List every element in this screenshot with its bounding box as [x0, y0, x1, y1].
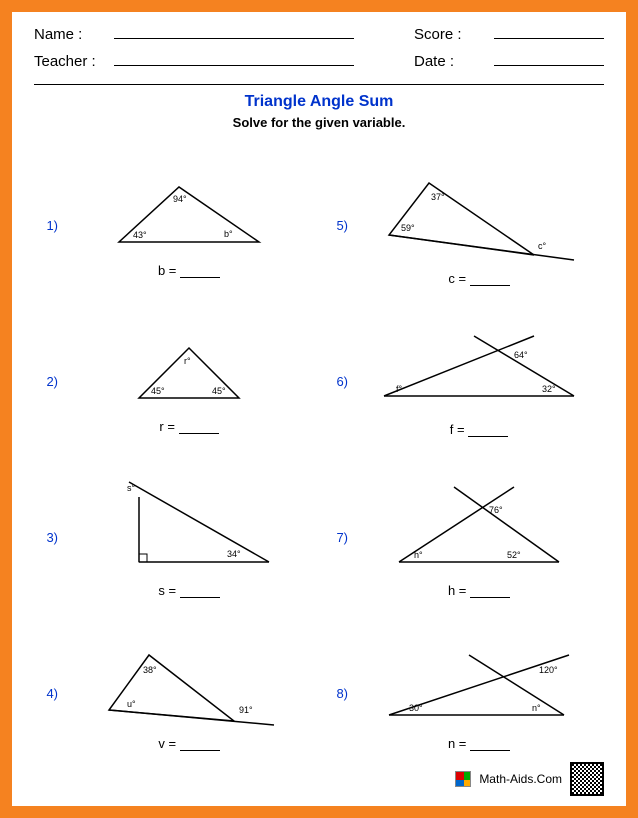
problem-number: 7) — [324, 530, 354, 545]
svg-text:45°: 45° — [212, 386, 226, 396]
answer-line: n = — [448, 736, 510, 751]
svg-text:37°: 37° — [431, 192, 445, 202]
qr-code — [570, 762, 604, 796]
footer: Math-Aids.Com — [455, 762, 604, 796]
teacher-blank[interactable] — [114, 65, 354, 66]
divider — [34, 84, 604, 85]
problem-number: 5) — [324, 218, 354, 233]
svg-text:32°: 32° — [542, 384, 556, 394]
problem-number: 4) — [34, 686, 64, 701]
svg-text:64°: 64° — [514, 350, 528, 360]
svg-text:h°: h° — [414, 550, 423, 560]
svg-text:34°: 34° — [227, 549, 241, 559]
svg-text:c°: c° — [538, 241, 547, 251]
problem-cell: 6) 64° f° 32° f = — [324, 306, 604, 456]
svg-text:r°: r° — [184, 356, 191, 366]
svg-text:n°: n° — [532, 703, 541, 713]
problem-figure: 45° r° 45° r = — [64, 328, 314, 434]
answer-blank[interactable] — [180, 750, 220, 751]
answer-line: h = — [448, 583, 510, 598]
svg-text:59°: 59° — [401, 223, 415, 233]
answer-line: b = — [158, 263, 220, 278]
problem-figure: 64° f° 32° f = — [354, 326, 604, 437]
answer-line: c = — [448, 271, 509, 286]
answer-blank[interactable] — [179, 433, 219, 434]
problem-cell: 5) 37° 59° c° c = — [324, 150, 604, 300]
problem-figure: 43° 94° b° b = — [64, 172, 314, 278]
problem-number: 6) — [324, 374, 354, 389]
svg-text:52°: 52° — [507, 550, 521, 560]
svg-text:s°: s° — [127, 483, 136, 493]
svg-text:43°: 43° — [133, 230, 147, 240]
problem-figure: 120° 30° n° n = — [354, 635, 604, 751]
problem-number: 1) — [34, 218, 64, 233]
problem-figure: 38° u° 91° v = — [64, 635, 314, 751]
problem-figure: 76° h° 52° h = — [354, 477, 604, 598]
answer-line: s = — [158, 583, 219, 598]
problem-cell: 8) 120° 30° n° n = — [324, 618, 604, 768]
svg-text:94°: 94° — [173, 194, 187, 204]
problem-figure: s° 34° s = — [64, 477, 314, 598]
problem-cell: 2) 45° r° 45° r = — [34, 306, 314, 456]
problem-cell: 7) 76° h° 52° h = — [324, 462, 604, 612]
problem-number: 8) — [324, 686, 354, 701]
header-row-2: Teacher : Date : — [34, 53, 604, 70]
problem-cell: 4) 38° u° 91° v = — [34, 618, 314, 768]
date-blank[interactable] — [494, 65, 604, 66]
answer-line: v = — [158, 736, 219, 751]
svg-text:38°: 38° — [143, 665, 157, 675]
problem-cell: 1) 43° 94° b° b = — [34, 150, 314, 300]
svg-text:76°: 76° — [489, 505, 503, 515]
score-blank[interactable] — [494, 38, 604, 39]
logo-icon — [455, 771, 471, 787]
date-label: Date : — [414, 53, 494, 70]
header-row-1: Name : Score : — [34, 26, 604, 43]
name-blank[interactable] — [114, 38, 354, 39]
problem-grid: 1) 43° 94° b° b = 5) 37° 59° c° c = 2) 45° r° 45° r … — [34, 150, 604, 768]
worksheet-page: Name : Score : Teacher : Date : Triangle… — [0, 0, 638, 818]
answer-line: f = — [450, 422, 508, 437]
svg-text:91°: 91° — [239, 705, 253, 715]
answer-blank[interactable] — [470, 597, 510, 598]
subtitle: Solve for the given variable. — [34, 115, 604, 130]
svg-text:f°: f° — [396, 384, 403, 394]
problem-cell: 3) s° 34° s = — [34, 462, 314, 612]
svg-text:u°: u° — [127, 699, 136, 709]
svg-text:b°: b° — [224, 229, 233, 239]
answer-blank[interactable] — [470, 750, 510, 751]
problem-figure: 37° 59° c° c = — [354, 165, 604, 286]
site-name: Math-Aids.Com — [479, 772, 562, 786]
svg-text:45°: 45° — [151, 386, 165, 396]
svg-text:120°: 120° — [539, 665, 558, 675]
svg-text:30°: 30° — [409, 703, 423, 713]
problem-number: 2) — [34, 374, 64, 389]
title: Triangle Angle Sum — [34, 93, 604, 111]
answer-blank[interactable] — [180, 597, 220, 598]
teacher-label: Teacher : — [34, 53, 114, 70]
problem-number: 3) — [34, 530, 64, 545]
score-label: Score : — [414, 26, 494, 43]
answer-blank[interactable] — [470, 285, 510, 286]
answer-blank[interactable] — [180, 277, 220, 278]
answer-line: r = — [159, 419, 218, 434]
answer-blank[interactable] — [468, 436, 508, 437]
name-label: Name : — [34, 26, 114, 43]
